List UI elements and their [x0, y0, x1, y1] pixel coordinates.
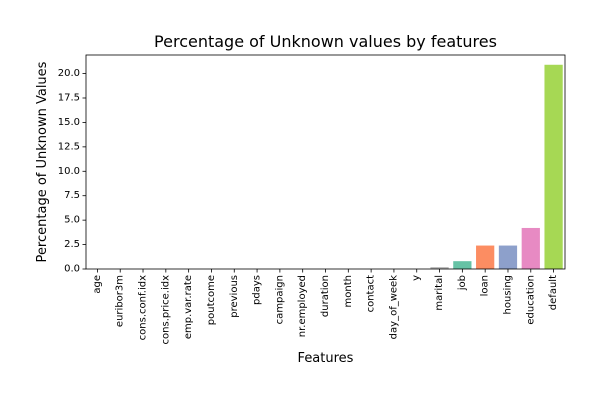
y-tick-label: 10.0	[58, 166, 80, 177]
bar-loan	[476, 245, 495, 269]
x-tick-label: housing	[502, 275, 513, 314]
x-tick-label: loan	[480, 275, 491, 296]
x-tick-label: education	[525, 275, 536, 325]
x-tick-label: day_of_week	[388, 275, 399, 340]
x-tick-label: campaign	[274, 275, 285, 324]
bar-education	[521, 227, 540, 269]
x-axis-ticks: age euribor3m cons.conf.idx cons.price.idx e…	[92, 269, 559, 344]
bar-housing	[498, 245, 518, 269]
x-tick-label: euribor3m	[115, 275, 126, 327]
bar-job	[453, 261, 472, 269]
y-tick-label: 2.5	[64, 239, 80, 250]
x-tick-label: marital	[434, 275, 445, 311]
chart-title: Percentage of Unknown values by features	[154, 32, 497, 51]
bar-marital	[430, 267, 449, 269]
y-axis-label: Percentage of Unknown Values	[35, 61, 50, 262]
x-tick-label: y	[411, 275, 422, 281]
x-tick-label: previous	[229, 275, 240, 318]
x-tick-label: poutcome	[206, 275, 217, 325]
x-tick-label: job	[457, 275, 468, 291]
y-axis-ticks: 0.0 2.5 5.0 7.5 10.0 12.5 15.0 17.5 20.0	[58, 68, 86, 275]
y-tick-label: 7.5	[64, 190, 80, 201]
x-tick-label: cons.price.idx	[160, 275, 171, 345]
x-axis-label: Features	[298, 351, 354, 366]
y-tick-label: 20.0	[58, 68, 80, 79]
x-tick-label: default	[548, 275, 559, 310]
x-tick-label: pdays	[252, 275, 263, 305]
plot-frame	[85, 54, 566, 270]
x-tick-label: cons.conf.idx	[138, 275, 149, 340]
bars-group	[430, 64, 563, 270]
y-tick-label: 0.0	[64, 264, 80, 275]
x-tick-label: nr.employed	[297, 275, 308, 337]
x-tick-label: duration	[320, 275, 331, 317]
y-tick-label: 17.5	[58, 92, 80, 103]
y-tick-label: 5.0	[64, 215, 80, 226]
bar-default	[544, 64, 563, 270]
x-tick-label: month	[343, 275, 354, 307]
y-tick-label: 12.5	[58, 141, 80, 152]
x-tick-label: emp.var.rate	[183, 275, 194, 339]
y-tick-label: 15.0	[58, 117, 80, 128]
x-tick-label: age	[92, 275, 103, 294]
x-tick-label: contact	[366, 275, 377, 313]
